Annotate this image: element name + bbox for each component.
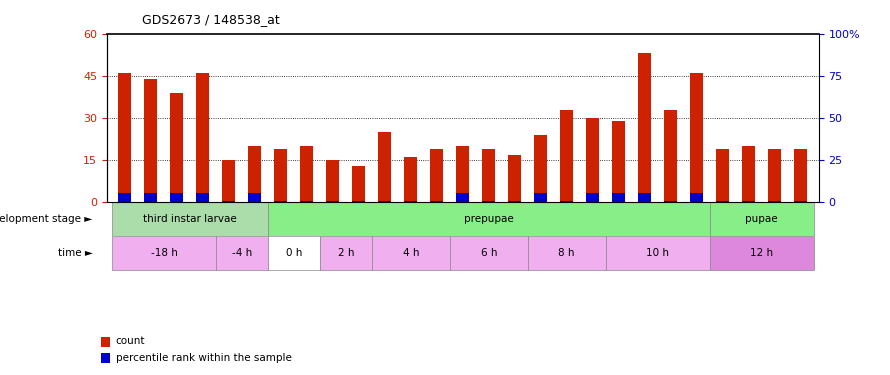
Text: third instar larvae: third instar larvae	[143, 214, 237, 224]
Bar	[457, 193, 469, 202]
Bar	[457, 146, 469, 202]
Bar	[378, 132, 392, 202]
Bar	[449, 236, 528, 270]
Bar	[612, 121, 625, 202]
Bar	[664, 201, 677, 202]
Bar	[508, 201, 522, 202]
Bar	[794, 149, 807, 202]
Bar	[768, 149, 781, 202]
Bar	[768, 201, 781, 202]
Bar	[274, 149, 287, 202]
Bar	[606, 236, 709, 270]
Text: count: count	[116, 336, 145, 346]
Bar	[197, 193, 209, 202]
Bar	[528, 236, 606, 270]
Text: 2 h: 2 h	[337, 248, 354, 258]
Bar	[274, 201, 287, 202]
Bar	[638, 193, 651, 202]
Bar	[372, 236, 449, 270]
Bar	[431, 149, 443, 202]
Bar	[664, 110, 677, 202]
Bar	[118, 193, 132, 202]
Bar	[560, 110, 573, 202]
Bar	[222, 160, 236, 202]
Bar	[742, 201, 755, 202]
Bar	[431, 201, 443, 202]
Bar	[171, 93, 183, 202]
Bar	[638, 54, 651, 202]
Text: 12 h: 12 h	[750, 248, 773, 258]
Bar	[327, 201, 339, 202]
Bar	[171, 193, 183, 202]
Bar	[352, 201, 366, 202]
Text: development stage ►: development stage ►	[0, 214, 93, 224]
Bar	[216, 236, 268, 270]
Text: 8 h: 8 h	[559, 248, 575, 258]
Bar	[709, 202, 813, 236]
Text: -4 h: -4 h	[231, 248, 252, 258]
Bar	[794, 201, 807, 202]
Text: 6 h: 6 h	[481, 248, 497, 258]
Bar	[482, 201, 495, 202]
Bar	[301, 146, 313, 202]
Bar	[690, 193, 703, 202]
Text: prepupae: prepupae	[464, 214, 514, 224]
Bar	[508, 154, 522, 203]
Text: pupae: pupae	[745, 214, 778, 224]
Bar	[612, 193, 625, 202]
Text: 10 h: 10 h	[646, 248, 669, 258]
Text: 0 h: 0 h	[286, 248, 302, 258]
Bar	[587, 118, 599, 202]
Bar	[268, 202, 709, 236]
Bar	[534, 193, 547, 202]
Bar	[716, 201, 729, 202]
Bar	[112, 202, 268, 236]
Bar	[709, 236, 813, 270]
Bar	[482, 149, 495, 202]
Bar	[716, 149, 729, 202]
Text: time ►: time ►	[58, 248, 93, 258]
Bar	[268, 236, 320, 270]
Bar	[378, 201, 392, 202]
Bar	[248, 146, 262, 202]
Bar	[112, 236, 216, 270]
Bar	[742, 146, 755, 202]
Bar	[144, 193, 158, 202]
Bar	[404, 201, 417, 202]
Bar	[690, 73, 703, 202]
Bar	[327, 160, 339, 202]
Bar	[352, 166, 366, 202]
Bar	[301, 201, 313, 202]
Bar	[587, 193, 599, 202]
Bar	[144, 79, 158, 203]
Text: -18 h: -18 h	[150, 248, 177, 258]
Bar	[118, 73, 132, 202]
Bar	[248, 193, 262, 202]
Bar	[222, 201, 236, 202]
Bar	[404, 158, 417, 203]
Bar	[197, 73, 209, 202]
Text: percentile rank within the sample: percentile rank within the sample	[116, 353, 292, 363]
Text: GDS2673 / 148538_at: GDS2673 / 148538_at	[142, 13, 280, 26]
Bar	[560, 201, 573, 202]
Bar	[534, 135, 547, 202]
Bar	[320, 236, 372, 270]
Text: 4 h: 4 h	[402, 248, 419, 258]
